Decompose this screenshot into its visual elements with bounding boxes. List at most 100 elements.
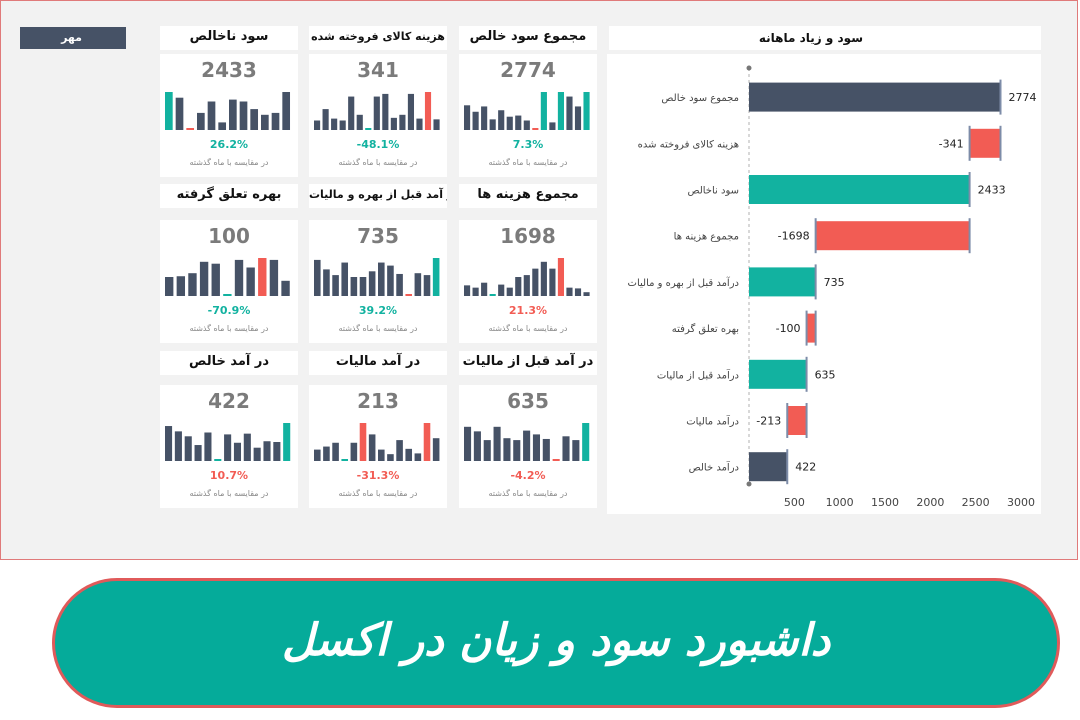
sparkline-bar <box>473 431 481 461</box>
kpi-value: 213 <box>357 389 399 413</box>
sparkline-bar <box>368 271 376 296</box>
sparkline-bar <box>197 112 205 130</box>
sparkline-bar <box>199 261 209 296</box>
waterfall-bar <box>969 128 1001 158</box>
sparkline-bar <box>359 277 367 296</box>
kpi-sparkline <box>464 92 590 130</box>
sparkline-bar <box>350 442 358 461</box>
kpi-card: 100 -70.9% در مقایسه با ماه گذشته <box>160 220 298 343</box>
sparkline-bar <box>350 277 358 296</box>
waterfall-bar <box>749 175 970 204</box>
sparkline-bar <box>557 92 565 130</box>
category-label: درآمد قبل از بهره و مالیات <box>628 276 739 289</box>
kpi-card: 341 -48.1% در مقایسه با ماه گذشته <box>309 54 447 177</box>
sparkline-bar <box>204 432 212 461</box>
category-label: درآمد قبل از مالیات <box>657 368 739 381</box>
sparkline-bar <box>549 268 556 296</box>
sparkline-bar <box>368 434 376 461</box>
kpi-card: 2774 7.3% در مقایسه با ماه گذشته <box>459 54 597 177</box>
kpi-comparison-note: در مقایسه با ماه گذشته <box>338 489 418 498</box>
kpi-comparison-note: در مقایسه با ماه گذشته <box>189 158 269 167</box>
kpi-comparison-note: در مقایسه با ماه گذشته <box>189 489 269 498</box>
sparkline-bar <box>523 430 531 461</box>
waterfall-bar <box>806 313 816 343</box>
sparkline-bar <box>224 434 232 461</box>
sparkline-bar <box>515 115 522 130</box>
sparkline-bar <box>423 275 431 296</box>
kpi-sparkline <box>464 258 590 296</box>
waterfall-chart-panel: مجموع سود خالص 2774 هزینه کالای فروخته شده… <box>607 54 1041 514</box>
kpi-comparison-note: در مقایسه با ماه گذشته <box>488 158 568 167</box>
chart-title: سود و زیاد ماهانه <box>609 26 1041 50</box>
sparkline-bar <box>549 122 556 130</box>
sparkline-bar <box>332 275 339 296</box>
sparkline-bar <box>234 259 244 296</box>
sparkline-bar <box>387 265 394 296</box>
sparkline-bar <box>283 423 291 461</box>
sparkline-bar <box>532 128 539 130</box>
data-label: 2433 <box>978 184 1006 197</box>
sparkline-bar <box>332 442 339 461</box>
kpi-value: 341 <box>357 58 399 82</box>
sparkline-bar <box>194 445 202 461</box>
sparkline-bar <box>472 287 479 296</box>
category-label: درآمد مالیات <box>686 415 739 428</box>
x-tick-label: 500 <box>784 496 805 509</box>
sparkline-bar <box>405 294 413 296</box>
sparkline-bar <box>261 114 269 130</box>
sparkline-bar <box>566 96 573 130</box>
sparkline-bar <box>503 438 511 461</box>
sparkline-bar <box>186 128 195 130</box>
sparkline-bar <box>323 269 330 296</box>
sparkline-bar <box>424 92 432 130</box>
month-tab[interactable]: مهر <box>20 27 126 49</box>
kpi-comparison-note: در مقایسه با ماه گذشته <box>189 324 269 333</box>
sparkline-bar <box>165 92 173 130</box>
kpi-sparkline <box>314 423 440 461</box>
kpi-change: 26.2% <box>209 138 249 151</box>
sparkline-bar <box>339 120 346 130</box>
sparkline-bar <box>359 423 367 461</box>
data-label: -1698 <box>778 230 810 243</box>
sparkline-bar <box>513 440 521 461</box>
kpi-change: 7.3% <box>512 138 544 151</box>
sparkline-bar <box>552 459 560 461</box>
kpi-card: 213 -31.3% در مقایسه با ماه گذشته <box>309 385 447 508</box>
sparkline-bar <box>414 273 422 296</box>
sparkline-bar <box>356 114 363 130</box>
waterfall-chart: مجموع سود خالص 2774 هزینه کالای فروخته شده… <box>628 65 1037 509</box>
sparkline-bar <box>464 426 472 461</box>
sparkline-bar <box>323 446 330 461</box>
sparkline-bar <box>414 453 422 461</box>
category-label: مجموع هزینه ها <box>674 232 739 243</box>
sparkline-bar <box>341 459 349 461</box>
kpi-card: 1698 21.3% در مقایسه با ماه گذشته <box>459 220 597 343</box>
sparkline-bar <box>207 101 216 130</box>
data-label: -341 <box>939 137 964 150</box>
kpi-sparkline <box>165 258 290 296</box>
kpi-card: 735 39.2% در مقایسه با ماه گذشته <box>309 220 447 343</box>
kpi-value: 2774 <box>500 58 556 82</box>
sparkline-bar <box>281 280 290 296</box>
sparkline-bar <box>271 112 280 130</box>
sparkline-bar <box>407 93 415 130</box>
sparkline-bar <box>572 440 580 461</box>
axis-dot-top <box>746 65 752 71</box>
data-label: 2774 <box>1009 91 1037 104</box>
sparkline-bar <box>481 282 488 296</box>
kpi-change: 10.7% <box>209 469 249 482</box>
x-tick-label: 1500 <box>871 496 899 509</box>
sparkline-bar <box>188 273 197 296</box>
sparkline-bar <box>423 423 431 461</box>
sparkline-bar <box>515 277 522 296</box>
sparkline-bar <box>532 268 539 296</box>
sparkline-bar <box>540 92 547 130</box>
sparkline-bar <box>432 258 440 296</box>
kpi-title: بهره تعلق گرفته <box>160 184 298 208</box>
kpi-title: هزینه کالای فروخته شده <box>309 26 447 50</box>
kpi-sparkline <box>165 423 291 461</box>
kpi-value: 1698 <box>500 224 556 248</box>
kpi-comparison-note: در مقایسه با ماه گذشته <box>338 158 418 167</box>
x-tick-label: 3000 <box>1007 496 1035 509</box>
x-tick-label: 1000 <box>826 496 854 509</box>
